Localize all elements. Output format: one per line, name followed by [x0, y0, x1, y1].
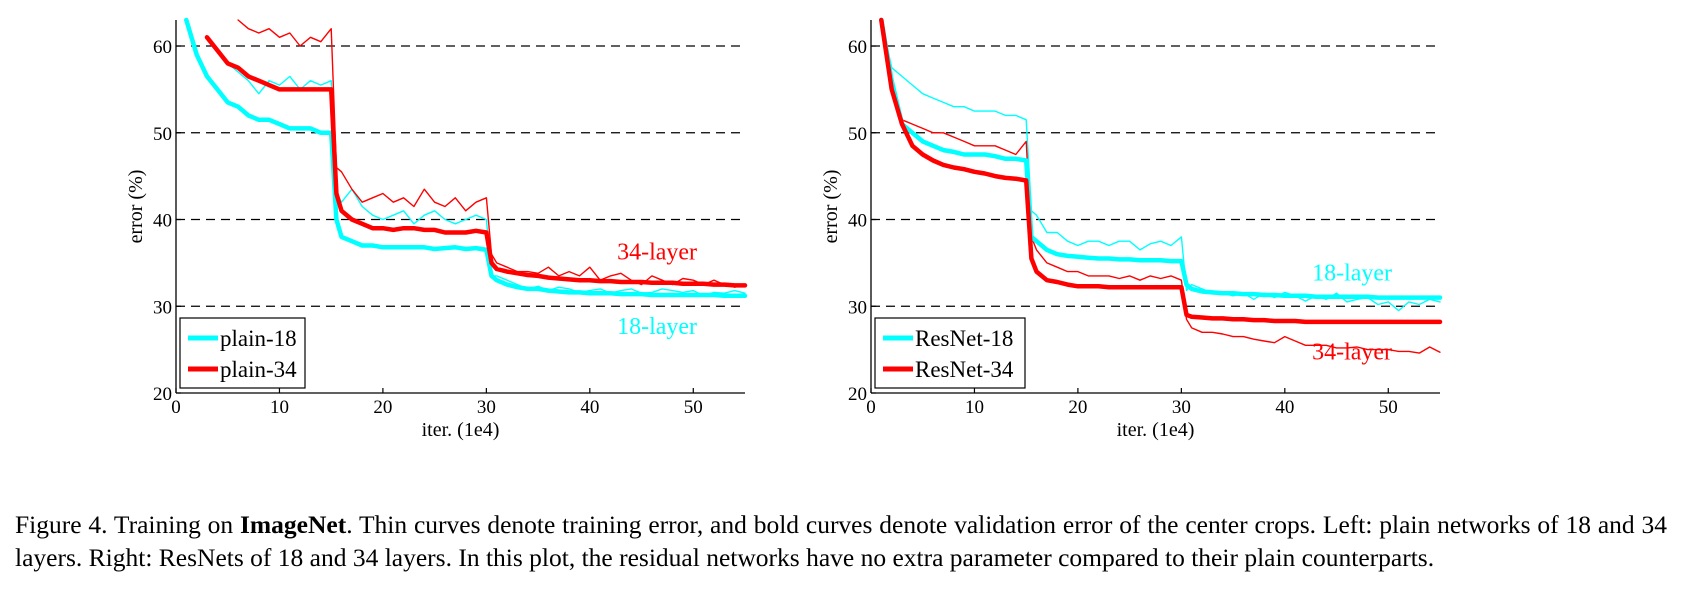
- series-annotation: 18-layer: [1312, 260, 1392, 286]
- chart-left-plain-networks: 20 30 40 50 60 0 10 20 30 40 50 iter. (1e4) error (%…: [125, 17, 748, 441]
- series-annotation: 18-layer: [617, 314, 697, 340]
- x-tick-label: 40: [580, 397, 599, 418]
- x-tick-label: 50: [1379, 397, 1398, 418]
- caption-bold-term: ImageNet: [240, 509, 347, 539]
- y-axis-label: error (%): [820, 170, 842, 244]
- series-group: [184, 17, 748, 299]
- legend-label: plain-18: [220, 326, 297, 351]
- series-line-resnet-18-validation: [879, 17, 1443, 300]
- x-tick-label: 20: [1068, 397, 1087, 418]
- caption-text: . Thin curves denote training error, and…: [15, 509, 1667, 572]
- y-tick-label: 60: [848, 37, 867, 58]
- legend: ResNet-18 ResNet-34: [874, 317, 1026, 389]
- x-axis-label: iter. (1e4): [1117, 419, 1195, 441]
- series-line-plain-18-validation: [184, 17, 748, 299]
- x-tick-label: 50: [684, 397, 703, 418]
- series-line-plain-18-training: [226, 62, 746, 297]
- series-line-resnet-34-validation: [879, 17, 1443, 325]
- y-tick-label: 40: [848, 211, 867, 232]
- y-tick-label: 20: [848, 384, 867, 405]
- figure: 20 30 40 50 60 0 10 20 30 40 50 iter. (1e4) error (%…: [125, 17, 1443, 441]
- y-tick-label: 60: [153, 37, 172, 58]
- legend-label: ResNet-34: [915, 357, 1014, 382]
- y-tick-label: 40: [153, 211, 172, 232]
- legend-box: [874, 317, 1026, 389]
- series-line-resnet-18-training: [880, 19, 1441, 312]
- x-tick-label: 10: [965, 397, 984, 418]
- caption-prefix: Figure 4. Training on: [15, 509, 240, 539]
- legend-box: [179, 317, 306, 389]
- figure-caption: Figure 4. Training on ImageNet. Thin cur…: [15, 508, 1667, 574]
- x-tick-label: 0: [866, 397, 876, 418]
- x-tick-label: 20: [373, 397, 392, 418]
- series-group: [879, 17, 1443, 354]
- series-annotation: 34-layer: [617, 240, 697, 266]
- legend-label: plain-34: [220, 357, 297, 382]
- y-axis-label: error (%): [125, 170, 147, 244]
- x-tick-label: 40: [1275, 397, 1294, 418]
- legend: plain-18 plain-34: [179, 317, 306, 389]
- series-line-resnet-34-training: [880, 19, 1441, 354]
- x-axis-label: iter. (1e4): [422, 419, 500, 441]
- y-tick-label: 30: [848, 297, 867, 318]
- x-tick-label: 30: [1172, 397, 1191, 418]
- x-tick-label: 0: [171, 397, 181, 418]
- series-annotation: 34-layer: [1312, 339, 1392, 365]
- y-tick-label: 50: [848, 124, 867, 145]
- chart-right-resnets: 20 30 40 50 60 0 10 20 30 40 50 iter. (1e4) error (%…: [820, 17, 1443, 441]
- x-tick-label: 10: [270, 397, 289, 418]
- series-line-plain-34-validation: [204, 35, 748, 288]
- legend-label: ResNet-18: [915, 326, 1013, 351]
- series-line-plain-34-training: [237, 19, 746, 288]
- y-tick-label: 50: [153, 124, 172, 145]
- y-tick-label: 30: [153, 297, 172, 318]
- x-tick-label: 30: [477, 397, 496, 418]
- y-tick-label: 20: [153, 384, 172, 405]
